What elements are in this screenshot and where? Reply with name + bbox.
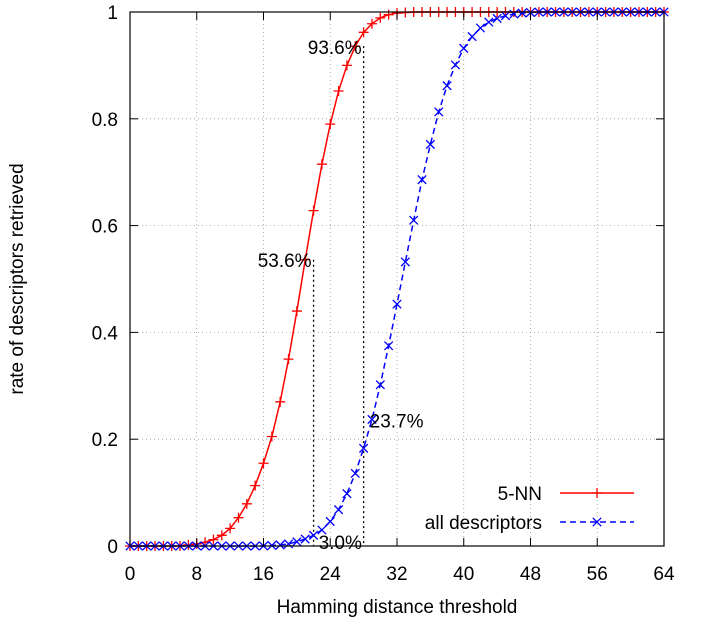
data-point	[375, 12, 386, 23]
data-point	[300, 254, 311, 265]
x-tick-label: 24	[320, 564, 342, 585]
data-point	[325, 119, 336, 130]
data-point	[258, 458, 269, 469]
data-point	[350, 468, 360, 479]
axis-ticks: 0 8 16 24 32 40 48 56 64 0 0.2 0.4 0.6 0.8 1	[92, 3, 675, 585]
data-point	[283, 354, 294, 365]
data-point	[450, 60, 461, 70]
data-point	[375, 380, 385, 390]
data-point	[316, 159, 327, 170]
legend-label: 5-NN	[498, 484, 542, 505]
data-point	[300, 534, 310, 544]
x-tick-label: 56	[587, 564, 608, 585]
data-point	[342, 489, 352, 499]
data-point	[409, 215, 419, 225]
data-point	[475, 23, 486, 33]
data-point	[341, 60, 352, 71]
data-point	[325, 516, 335, 527]
data-point	[400, 257, 411, 267]
data-point	[275, 396, 286, 407]
x-tick-label: 0	[125, 564, 136, 585]
data-point	[216, 530, 227, 541]
legend: 5-NN all descriptors	[425, 484, 634, 534]
data-point	[434, 107, 444, 117]
data-point	[333, 86, 344, 97]
data-point	[183, 539, 194, 550]
annotation-label: 3.0%	[319, 533, 362, 554]
data-point	[383, 341, 394, 351]
legend-label: all descriptors	[425, 513, 542, 534]
annotation-label: 53.6%	[258, 251, 312, 272]
legend-marker	[592, 517, 602, 527]
data-point	[292, 537, 302, 547]
annotation-label: 93.6%	[308, 38, 362, 59]
data-point	[350, 41, 361, 52]
y-tick-label: 0	[107, 537, 118, 558]
data-point	[425, 139, 436, 150]
x-axis-label: Hamming distance threshold	[277, 597, 518, 618]
x-tick-label: 32	[386, 564, 407, 585]
data-point	[308, 530, 319, 540]
data-point	[266, 431, 277, 442]
grid	[130, 12, 664, 546]
data-point	[442, 81, 452, 91]
legend-item: all descriptors	[425, 513, 634, 534]
data-point	[241, 498, 252, 509]
data-point	[275, 540, 285, 550]
y-axis-label: rate of descriptors retrieved	[7, 163, 28, 394]
data-point	[308, 205, 319, 216]
x-tick-label: 48	[520, 564, 541, 585]
x-tick-label: 40	[453, 564, 474, 585]
data-point	[492, 13, 502, 24]
annotation-label: 23.7%	[370, 411, 424, 432]
y-tick-label: 0.8	[92, 110, 118, 131]
data-point	[467, 31, 477, 42]
data-point	[317, 525, 327, 535]
x-tick-label: 16	[253, 564, 274, 585]
data-point	[233, 512, 244, 523]
data-point	[291, 306, 302, 317]
x-tick-label: 64	[653, 564, 675, 585]
data-point	[358, 27, 369, 38]
annotations: 93.6% 53.6% 23.7% 3.0%	[258, 38, 424, 554]
data-point	[392, 299, 402, 309]
data-point	[358, 443, 369, 453]
data-point	[417, 175, 427, 185]
data-point	[517, 8, 527, 18]
data-point	[250, 480, 261, 491]
data-point	[484, 17, 494, 27]
data-point	[367, 414, 377, 425]
data-point	[383, 9, 394, 20]
y-tick-label: 0.4	[92, 323, 119, 344]
legend-item: 5-NN	[498, 484, 634, 505]
data-point	[500, 11, 511, 21]
data-point	[459, 43, 469, 53]
data-point	[225, 523, 236, 534]
data-point	[283, 539, 294, 549]
data-point	[509, 9, 519, 19]
y-tick-label: 0.6	[92, 217, 118, 238]
data-point	[333, 505, 344, 515]
legend-marker	[592, 488, 602, 498]
y-tick-label: 1	[107, 3, 118, 24]
data-point	[208, 534, 219, 545]
data-point	[366, 18, 377, 29]
reference-lines	[312, 46, 365, 546]
y-tick-label: 0.2	[92, 430, 118, 451]
x-tick-label: 8	[191, 564, 202, 585]
